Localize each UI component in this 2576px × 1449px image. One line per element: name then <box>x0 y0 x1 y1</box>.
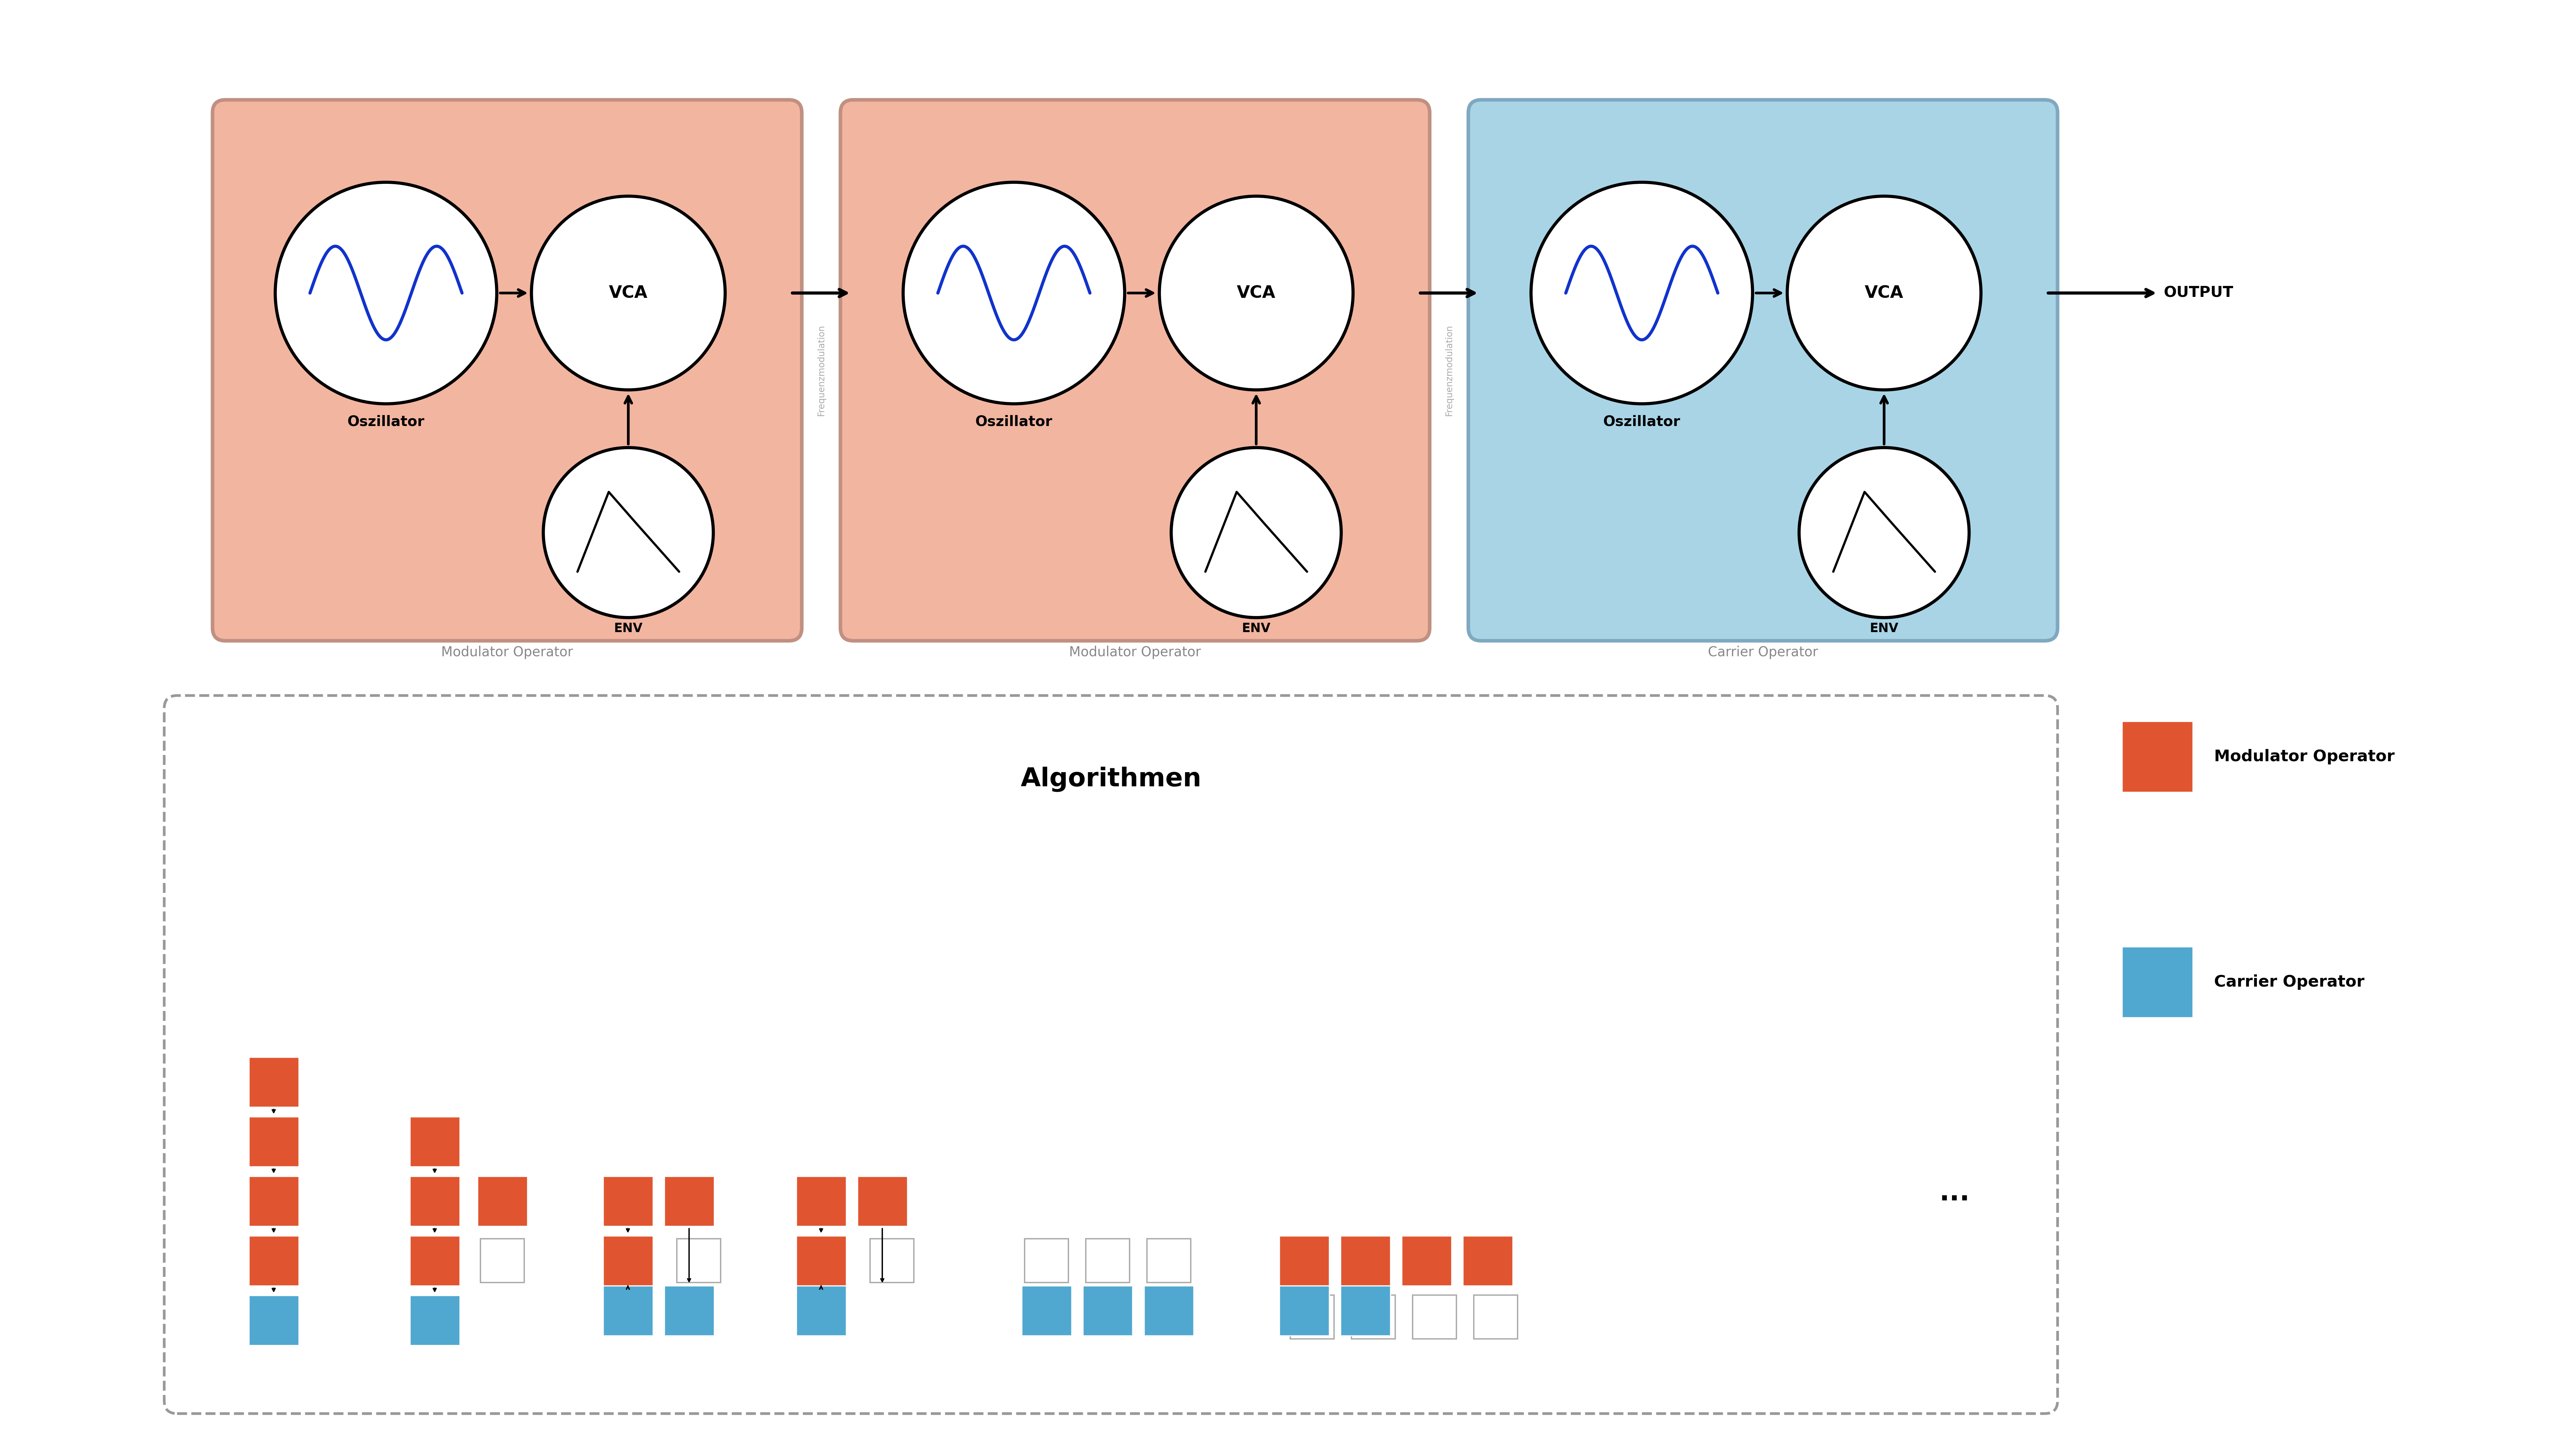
FancyBboxPatch shape <box>1084 1239 1131 1282</box>
Text: ENV: ENV <box>1870 623 1899 635</box>
Text: Carrier Operator: Carrier Operator <box>1708 646 1819 659</box>
Text: Modulator Operator: Modulator Operator <box>440 646 572 659</box>
Text: Carrier Operator: Carrier Operator <box>2215 974 2365 990</box>
Text: Modulator Operator: Modulator Operator <box>1069 646 1200 659</box>
Circle shape <box>1788 196 1981 390</box>
Text: Modulator Operator: Modulator Operator <box>2215 749 2396 765</box>
Text: ENV: ENV <box>1242 623 1270 635</box>
FancyBboxPatch shape <box>1144 1285 1193 1336</box>
FancyBboxPatch shape <box>410 1236 459 1285</box>
FancyBboxPatch shape <box>665 1285 714 1336</box>
Circle shape <box>531 196 726 390</box>
Text: ENV: ENV <box>613 623 641 635</box>
FancyBboxPatch shape <box>796 1285 845 1336</box>
FancyBboxPatch shape <box>665 1177 714 1226</box>
FancyBboxPatch shape <box>1146 1239 1190 1282</box>
Text: Frequenzmodulation: Frequenzmodulation <box>817 325 824 416</box>
FancyBboxPatch shape <box>677 1239 721 1282</box>
FancyBboxPatch shape <box>477 1177 528 1226</box>
FancyBboxPatch shape <box>1291 1295 1334 1339</box>
FancyBboxPatch shape <box>2123 946 2192 1017</box>
FancyBboxPatch shape <box>2123 722 2192 793</box>
FancyBboxPatch shape <box>165 696 2058 1414</box>
Text: VCA: VCA <box>1236 284 1275 301</box>
FancyBboxPatch shape <box>1025 1239 1069 1282</box>
FancyBboxPatch shape <box>796 1236 845 1285</box>
Text: VCA: VCA <box>608 284 647 301</box>
FancyBboxPatch shape <box>479 1239 526 1282</box>
Text: VCA: VCA <box>1865 284 1904 301</box>
Text: ...: ... <box>1940 1179 1971 1206</box>
FancyBboxPatch shape <box>1340 1236 1391 1285</box>
FancyBboxPatch shape <box>1463 1236 1512 1285</box>
Text: OUTPUT: OUTPUT <box>2164 285 2233 300</box>
FancyBboxPatch shape <box>1023 1285 1072 1336</box>
FancyBboxPatch shape <box>250 1117 299 1166</box>
Text: Oszillator: Oszillator <box>976 414 1054 429</box>
FancyBboxPatch shape <box>840 100 1430 640</box>
FancyBboxPatch shape <box>250 1056 299 1107</box>
Text: Algorithmen: Algorithmen <box>1020 767 1200 791</box>
Circle shape <box>1159 196 1352 390</box>
FancyBboxPatch shape <box>1401 1236 1450 1285</box>
FancyBboxPatch shape <box>1468 100 2058 640</box>
Circle shape <box>904 183 1126 404</box>
FancyBboxPatch shape <box>1340 1285 1391 1336</box>
Text: Oszillator: Oszillator <box>348 414 425 429</box>
FancyBboxPatch shape <box>410 1117 459 1166</box>
FancyBboxPatch shape <box>1473 1295 1517 1339</box>
FancyBboxPatch shape <box>250 1177 299 1226</box>
FancyBboxPatch shape <box>250 1236 299 1285</box>
Circle shape <box>276 183 497 404</box>
FancyBboxPatch shape <box>1082 1285 1133 1336</box>
FancyBboxPatch shape <box>410 1295 459 1345</box>
FancyBboxPatch shape <box>211 100 801 640</box>
Text: Frequenzmodulation: Frequenzmodulation <box>1445 325 1453 416</box>
Circle shape <box>1530 183 1752 404</box>
Text: Oszillator: Oszillator <box>1602 414 1680 429</box>
FancyBboxPatch shape <box>796 1177 845 1226</box>
FancyBboxPatch shape <box>250 1295 299 1345</box>
FancyBboxPatch shape <box>410 1177 459 1226</box>
FancyBboxPatch shape <box>858 1177 907 1226</box>
FancyBboxPatch shape <box>603 1285 652 1336</box>
FancyBboxPatch shape <box>1280 1236 1329 1285</box>
FancyBboxPatch shape <box>603 1236 652 1285</box>
FancyBboxPatch shape <box>1412 1295 1455 1339</box>
Circle shape <box>1172 448 1342 617</box>
FancyBboxPatch shape <box>871 1239 914 1282</box>
FancyBboxPatch shape <box>1280 1285 1329 1336</box>
FancyBboxPatch shape <box>1352 1295 1396 1339</box>
Circle shape <box>544 448 714 617</box>
Circle shape <box>1798 448 1968 617</box>
FancyBboxPatch shape <box>603 1177 652 1226</box>
